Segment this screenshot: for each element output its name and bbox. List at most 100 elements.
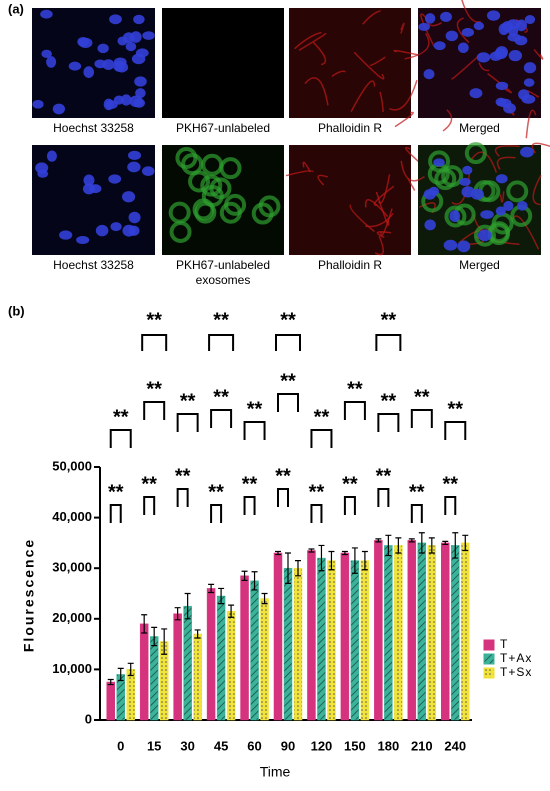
- nucleus: [83, 174, 95, 187]
- nucleus: [520, 146, 534, 158]
- significance-bracket: [143, 496, 156, 515]
- significance-bracket: [410, 409, 433, 428]
- nucleus: [46, 56, 57, 68]
- bar: [307, 550, 316, 721]
- error-bar: [218, 587, 225, 605]
- nucleus: [517, 200, 528, 211]
- nucleus: [46, 150, 57, 162]
- actin: [442, 109, 453, 132]
- panel-label: (b): [8, 303, 25, 318]
- error-bar: [251, 571, 258, 591]
- nucleus: [134, 76, 147, 87]
- significance-label: **: [347, 378, 363, 400]
- nucleus: [498, 23, 510, 36]
- nucleus: [83, 66, 95, 78]
- error-bar: [127, 662, 134, 677]
- error-bar: [361, 550, 368, 571]
- bar: [360, 560, 370, 721]
- nucleus: [40, 9, 53, 19]
- bar: [461, 542, 470, 721]
- nucleus: [457, 42, 469, 54]
- x-tick-label: 240: [444, 738, 466, 753]
- x-tick-label: 45: [214, 738, 228, 753]
- significance-bracket: [310, 429, 333, 448]
- significance-bracket: [410, 504, 423, 523]
- nucleus: [524, 15, 536, 25]
- nucleus: [523, 78, 535, 87]
- actin: [350, 80, 376, 113]
- nucleus: [52, 103, 66, 115]
- error-bar: [385, 534, 392, 557]
- image-caption: PKH67-unlabeled: [176, 121, 270, 135]
- nucleus: [443, 239, 458, 251]
- error-bar: [428, 537, 435, 554]
- actin: [456, 17, 470, 44]
- significance-label: **: [141, 473, 157, 495]
- nucleus: [128, 225, 140, 236]
- actin: [374, 235, 384, 256]
- significance-label: **: [213, 309, 229, 331]
- bar: [293, 567, 303, 721]
- nucleus: [480, 210, 494, 219]
- error-bar: [275, 550, 281, 556]
- actin: [461, 0, 481, 23]
- cell: [201, 185, 224, 208]
- actin: [407, 178, 416, 191]
- significance-bracket: [176, 488, 189, 507]
- significance-label: **: [180, 390, 196, 412]
- cell: [444, 205, 467, 228]
- x-tick-label: 0: [117, 738, 124, 753]
- legend-swatch: [483, 653, 495, 665]
- actin: [400, 22, 405, 34]
- cell: [434, 168, 457, 191]
- significance-label: **: [414, 386, 430, 408]
- significance-bracket: [444, 421, 467, 440]
- cell: [200, 174, 223, 197]
- actin: [393, 49, 421, 57]
- x-tick-label: 30: [180, 738, 194, 753]
- nucleus: [102, 59, 115, 70]
- nucleus: [32, 99, 44, 109]
- bar: [106, 681, 115, 721]
- error-bar: [184, 592, 191, 620]
- bar: [240, 575, 249, 721]
- nucleus: [424, 219, 436, 231]
- significance-label: **: [242, 473, 258, 495]
- nucleus: [476, 52, 491, 63]
- nucleus: [130, 31, 142, 43]
- nucleus: [503, 200, 514, 212]
- significance-label: **: [175, 465, 191, 487]
- image-caption: Merged: [459, 121, 500, 135]
- nucleus: [462, 165, 473, 175]
- error-bar: [107, 678, 114, 686]
- significance-bracket: [109, 429, 132, 448]
- actin: [375, 191, 390, 226]
- x-axis-title: Time: [260, 764, 291, 780]
- significance-bracket: [377, 413, 400, 432]
- actin: [531, 142, 550, 154]
- micrograph: [162, 8, 284, 118]
- significance-bracket: [375, 334, 402, 351]
- significance-label: **: [146, 378, 162, 400]
- actin: [532, 174, 542, 206]
- actin: [496, 156, 516, 170]
- bar: [340, 552, 350, 721]
- y-tick-label: 50,000: [52, 458, 92, 473]
- nucleus: [120, 94, 132, 106]
- significance-label: **: [442, 473, 458, 495]
- actin: [302, 161, 311, 173]
- cell: [506, 180, 529, 203]
- error-bar: [375, 538, 382, 543]
- actin: [494, 145, 520, 157]
- actin: [304, 77, 329, 106]
- error-bar: [241, 570, 248, 581]
- bar: [250, 580, 259, 721]
- nucleus: [127, 161, 141, 173]
- image-caption: Hoechst 33258: [53, 258, 134, 272]
- nucleus: [68, 61, 82, 71]
- y-tick-label: 0: [85, 711, 92, 726]
- bar: [260, 598, 269, 721]
- bar: [173, 613, 182, 721]
- significance-bracket: [310, 504, 323, 523]
- nucleus: [508, 50, 523, 62]
